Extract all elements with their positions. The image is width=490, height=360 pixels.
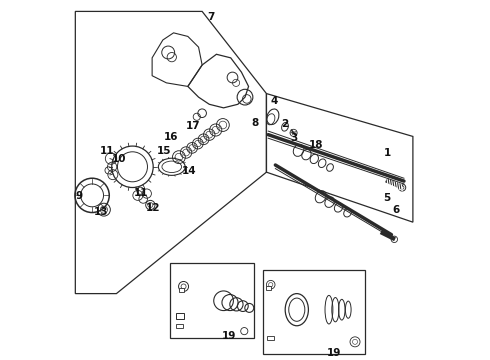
Circle shape	[398, 184, 406, 191]
Text: 9: 9	[75, 191, 82, 201]
Text: 16: 16	[164, 132, 178, 142]
Bar	[170, 263, 254, 338]
Text: 10: 10	[112, 154, 126, 164]
Circle shape	[391, 236, 397, 243]
Text: 11: 11	[99, 147, 114, 157]
Text: 15: 15	[157, 147, 171, 157]
Text: 4: 4	[270, 96, 278, 107]
Text: 1: 1	[384, 148, 392, 158]
Text: 2: 2	[281, 119, 289, 129]
Text: 7: 7	[207, 12, 215, 22]
Bar	[267, 336, 273, 340]
Text: 14: 14	[182, 166, 196, 176]
Bar	[263, 270, 365, 354]
Text: 3: 3	[291, 132, 298, 143]
Bar	[176, 324, 183, 328]
Text: 11: 11	[133, 188, 148, 198]
Text: 19: 19	[222, 332, 236, 342]
Text: 12: 12	[146, 203, 160, 213]
Text: 8: 8	[251, 118, 259, 128]
Bar	[179, 288, 184, 292]
Text: 13: 13	[94, 207, 109, 217]
Text: 6: 6	[392, 205, 399, 215]
Text: 18: 18	[309, 140, 323, 150]
Bar	[267, 287, 270, 290]
Text: 5: 5	[383, 193, 391, 203]
Text: 17: 17	[186, 121, 200, 131]
Text: 19: 19	[326, 348, 341, 358]
Bar	[176, 313, 184, 319]
